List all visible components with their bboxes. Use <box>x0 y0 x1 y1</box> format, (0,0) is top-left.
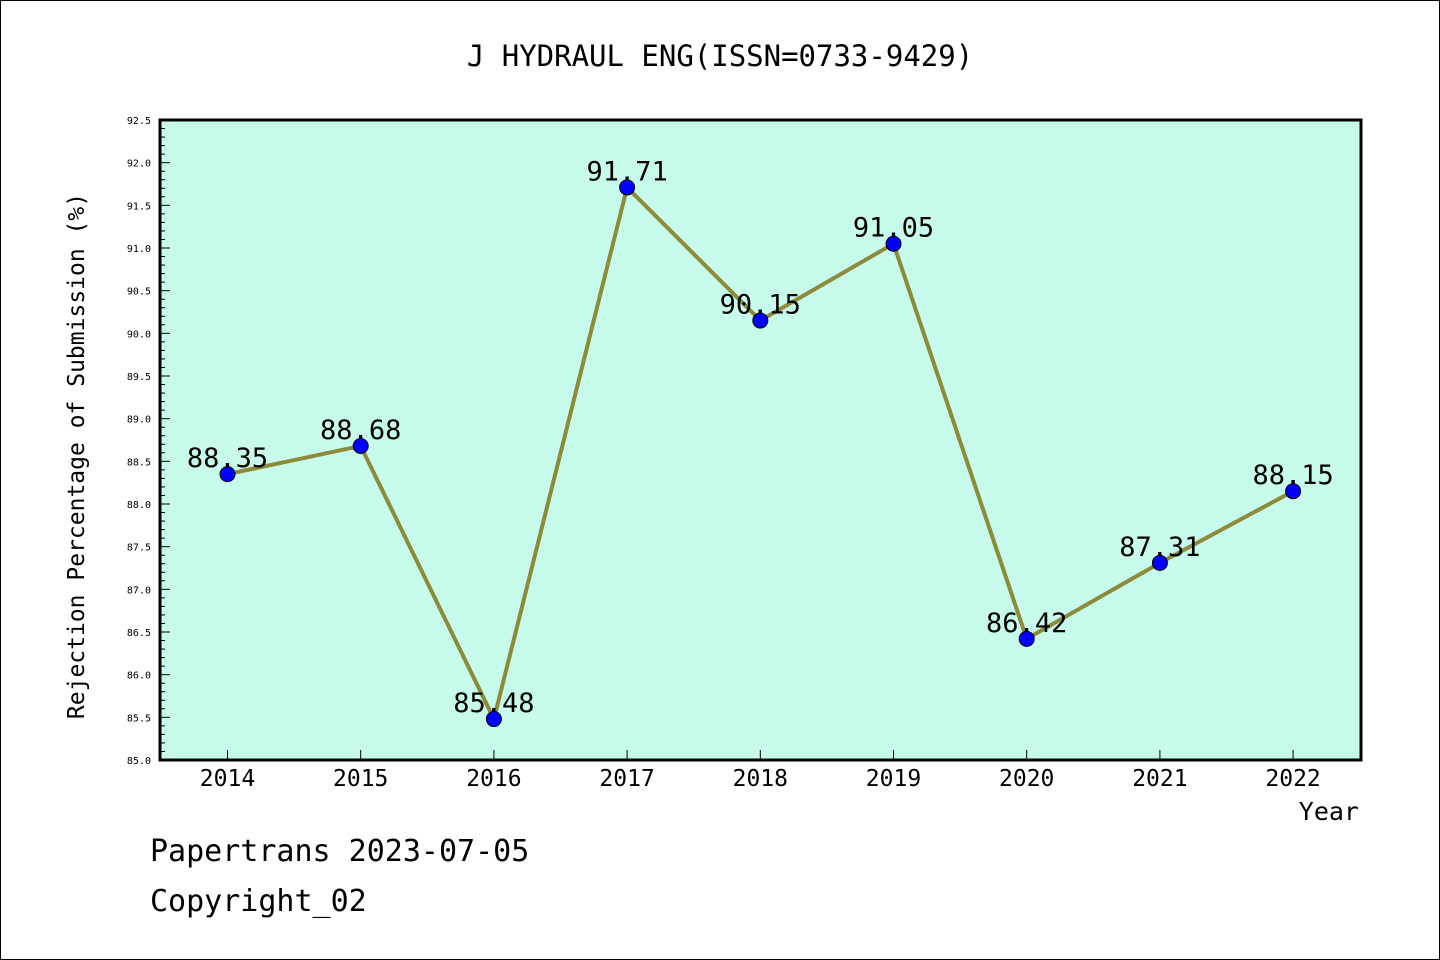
data-point <box>1151 554 1168 571</box>
footer-copyright: Copyright_02 <box>150 884 367 919</box>
data-point <box>619 179 636 196</box>
data-point <box>485 711 502 728</box>
data-label: 85.48 <box>453 688 534 719</box>
data-point <box>752 312 769 329</box>
y-axis-label: Rejection Percentage of Submission (%) <box>64 193 90 719</box>
x-tick-label: 2021 <box>1132 766 1187 792</box>
data-label: 91.71 <box>586 156 667 187</box>
data-point <box>219 466 236 483</box>
x-tick-label: 2022 <box>1265 766 1320 792</box>
y-tick-label: 86.0 <box>127 671 151 682</box>
x-axis-ticks: 2014 2015 2016 2017 2018 2019 2020 2021 2022 <box>200 750 1321 792</box>
data-label: 88.15 <box>1252 460 1333 491</box>
data-label: 87.31 <box>1119 532 1200 563</box>
y-tick-label: 88.0 <box>127 500 151 511</box>
data-label: 90.15 <box>720 290 801 321</box>
chart-title: J HYDRAUL ENG(ISSN=0733-9429) <box>467 39 973 73</box>
y-tick-label: 89.5 <box>127 372 151 383</box>
y-tick-label: 85.0 <box>127 756 151 767</box>
data-labels: 88.35 88.68 85.48 91.71 90.15 91.05 86.42 87.31… <box>187 156 1334 719</box>
x-tick-label: 2019 <box>866 766 921 792</box>
y-tick-label: 85.5 <box>127 713 151 724</box>
y-tick-label: 89.0 <box>127 415 151 426</box>
x-tick-label: 2014 <box>200 766 255 792</box>
data-point <box>1285 483 1302 500</box>
x-tick-label: 2020 <box>999 766 1054 792</box>
y-tick-label: 91.5 <box>127 201 151 212</box>
data-point <box>885 235 902 252</box>
footer-date: Papertrans 2023-07-05 <box>150 834 530 869</box>
series-markers <box>219 179 1302 728</box>
y-tick-label: 90.5 <box>127 287 151 298</box>
x-axis-label: Year <box>1299 797 1359 826</box>
y-tick-label: 92.0 <box>127 159 151 170</box>
data-label: 88.68 <box>320 415 401 446</box>
y-tick-label: 90.0 <box>127 329 151 340</box>
y-axis-ticks: 85.0 85.5 86.0 86.5 87.0 87.5 88.0 88.5 89.0 89.5… <box>127 116 170 767</box>
y-tick-label: 92.5 <box>127 116 151 127</box>
x-tick-label: 2016 <box>466 766 521 792</box>
data-label: 88.35 <box>187 443 268 474</box>
y-tick-label: 87.0 <box>127 585 151 596</box>
plot-border <box>158 118 1363 762</box>
data-label: 86.42 <box>986 608 1067 639</box>
data-point <box>1018 630 1035 647</box>
x-tick-label: 2015 <box>333 766 388 792</box>
data-point <box>352 437 369 454</box>
x-tick-label: 2017 <box>599 766 654 792</box>
y-tick-label: 91.0 <box>127 244 151 255</box>
y-tick-label: 87.5 <box>127 543 151 554</box>
y-tick-label: 88.5 <box>127 457 151 468</box>
y-tick-label: 86.5 <box>127 628 151 639</box>
x-tick-label: 2018 <box>733 766 788 792</box>
data-label: 91.05 <box>853 213 934 244</box>
